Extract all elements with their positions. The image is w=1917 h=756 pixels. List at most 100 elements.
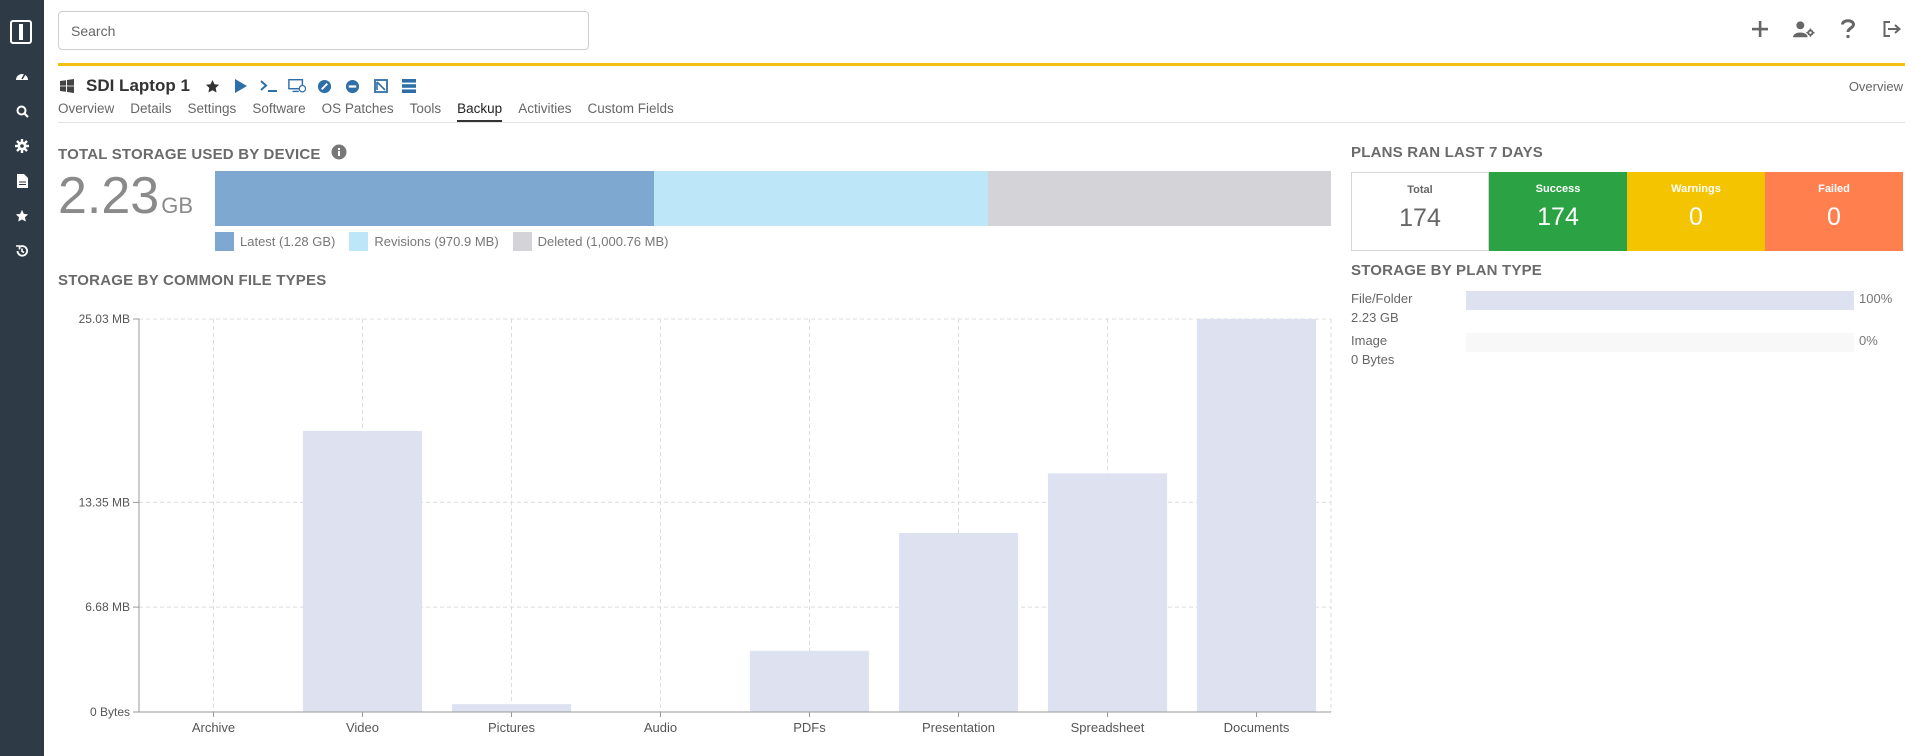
legend-swatch	[512, 232, 532, 251]
storage-used-section: TOTAL STORAGE USED BY DEVICE	[58, 144, 347, 164]
bar-pictures[interactable]	[451, 704, 572, 712]
search-icon[interactable]	[0, 95, 44, 127]
plan-card-warnings[interactable]: Warnings 0	[1627, 172, 1765, 251]
add-icon[interactable]	[1749, 18, 1771, 40]
plan-type-bar	[1466, 291, 1854, 310]
legend-swatch	[215, 232, 234, 251]
history-icon[interactable]	[0, 235, 44, 267]
overview-link[interactable]: Overview	[1848, 79, 1903, 94]
legend-label: Latest (1.28 GB)	[240, 234, 336, 249]
dashboard-icon[interactable]	[0, 60, 44, 92]
plan-card-value: 174	[1537, 203, 1579, 231]
x-tick-label: Spreadsheet	[1071, 720, 1145, 735]
legend-item-latest: Latest (1.28 GB)	[215, 232, 335, 251]
storage-used-title: TOTAL STORAGE USED BY DEVICE	[58, 145, 321, 163]
plans-ran-title: PLANS RAN LAST 7 DAYS	[1351, 144, 1544, 161]
tab-tools[interactable]: Tools	[409, 101, 442, 116]
x-tick-label: Video	[346, 720, 379, 735]
tab-overview[interactable]: Overview	[58, 101, 115, 116]
user-settings-icon[interactable]	[1793, 18, 1815, 40]
tabs-divider	[58, 122, 1905, 123]
storage-total-value: 2.23	[58, 167, 160, 225]
plan-card-value: 0	[1827, 203, 1841, 231]
bar-video[interactable]	[302, 430, 423, 712]
legend-label: Revisions (970.9 MB)	[374, 234, 499, 249]
storage-total: 2.23GB	[58, 170, 193, 222]
plan-type-size: 2.23 GB	[1351, 310, 1399, 325]
storage-segment-latest[interactable]	[215, 171, 655, 226]
legend-swatch	[349, 232, 369, 251]
tab-custom-fields[interactable]: Custom Fields	[587, 101, 674, 116]
bar-presentation[interactable]	[898, 533, 1019, 712]
accent-divider	[58, 63, 1905, 66]
plans-ran-cards: Total 174 Success 174 Warnings 0 Failed 0	[1351, 172, 1903, 251]
bar-documents[interactable]	[1196, 319, 1317, 712]
terminal-icon[interactable]	[260, 77, 278, 95]
x-tick-label: Archive	[192, 720, 235, 735]
tab-os-patches[interactable]: OS Patches	[321, 101, 394, 116]
bar-spreadsheet[interactable]	[1047, 473, 1168, 712]
document-icon[interactable]	[0, 165, 44, 197]
tab-backup[interactable]: Backup	[457, 101, 503, 122]
plan-card-value: 0	[1689, 203, 1703, 231]
plan-type-name: Image	[1351, 333, 1388, 348]
info-icon[interactable]	[331, 144, 347, 164]
list-icon[interactable]	[400, 77, 418, 95]
x-tick-label: PDFs	[793, 720, 826, 735]
y-tick-label: 6.68 MB	[85, 600, 130, 614]
top-actions	[1749, 18, 1903, 40]
plan-card-value: 174	[1399, 204, 1441, 232]
logout-icon[interactable]	[1881, 18, 1903, 40]
plan-type-percent: 0%	[1859, 333, 1878, 348]
x-tick-label: Documents	[1224, 720, 1290, 735]
help-icon[interactable]	[1837, 18, 1859, 40]
plan-card-total[interactable]: Total 174	[1351, 172, 1489, 251]
windows-icon	[58, 77, 76, 95]
tab-settings[interactable]: Settings	[187, 101, 237, 116]
app-logo[interactable]	[10, 20, 32, 44]
y-tick-label: 13.35 MB	[79, 495, 130, 509]
file-types-chart: 0 Bytes 6.68 MB 13.35 MB 25.03 MB Archive Vid…	[79, 312, 1332, 735]
plan-type-bar	[1466, 333, 1854, 352]
stop-icon[interactable]	[344, 77, 362, 95]
plan-card-success[interactable]: Success 174	[1489, 172, 1627, 251]
play-icon[interactable]	[232, 77, 250, 95]
storage-segment-revisions[interactable]	[654, 171, 988, 226]
storage-legend: Latest (1.28 GB) Revisions (970.9 MB) Dele…	[215, 232, 668, 251]
sidebar	[0, 0, 44, 756]
file-types-title: STORAGE BY COMMON FILE TYPES	[58, 272, 327, 289]
legend-label: Deleted (1,000.76 MB)	[537, 234, 669, 249]
y-tick-label: 0 Bytes	[90, 705, 130, 719]
tab-software[interactable]: Software	[252, 101, 306, 116]
plan-card-failed[interactable]: Failed 0	[1765, 172, 1903, 251]
dial-icon[interactable]	[316, 77, 334, 95]
tab-activities[interactable]: Activities	[518, 101, 572, 116]
x-tick-label: Presentation	[922, 720, 995, 735]
device-header: SDI Laptop 1	[58, 76, 418, 96]
plan-type-size: 0 Bytes	[1351, 352, 1395, 367]
search-input[interactable]	[58, 11, 589, 50]
plan-card-label: Success	[1535, 183, 1581, 195]
storage-segment-deleted[interactable]	[987, 171, 1331, 226]
bar-pdfs[interactable]	[749, 650, 870, 712]
legend-item-revisions: Revisions (970.9 MB)	[349, 232, 499, 251]
plan-card-label: Total	[1407, 184, 1433, 196]
plan-card-label: Failed	[1818, 183, 1850, 195]
favorite-star-icon[interactable]	[204, 77, 222, 95]
tab-details[interactable]: Details	[130, 101, 172, 116]
plan-type-bar-fill	[1466, 291, 1854, 310]
x-tick-label: Pictures	[488, 720, 535, 735]
gear-icon[interactable]	[0, 130, 44, 162]
storage-bar	[215, 171, 1331, 226]
device-tabs: Overview Details Settings Software OS Patche…	[58, 101, 674, 122]
file-manager-icon[interactable]	[372, 77, 390, 95]
star-icon[interactable]	[0, 200, 44, 232]
plan-type-name: File/Folder	[1351, 291, 1413, 306]
storage-total-unit: GB	[161, 193, 194, 218]
x-tick-label: Audio	[644, 720, 677, 735]
remote-desktop-icon[interactable]	[288, 77, 306, 95]
device-name: SDI Laptop 1	[86, 76, 190, 95]
plan-type-percent: 100%	[1859, 291, 1893, 306]
legend-item-deleted: Deleted (1,000.76 MB)	[512, 232, 669, 251]
